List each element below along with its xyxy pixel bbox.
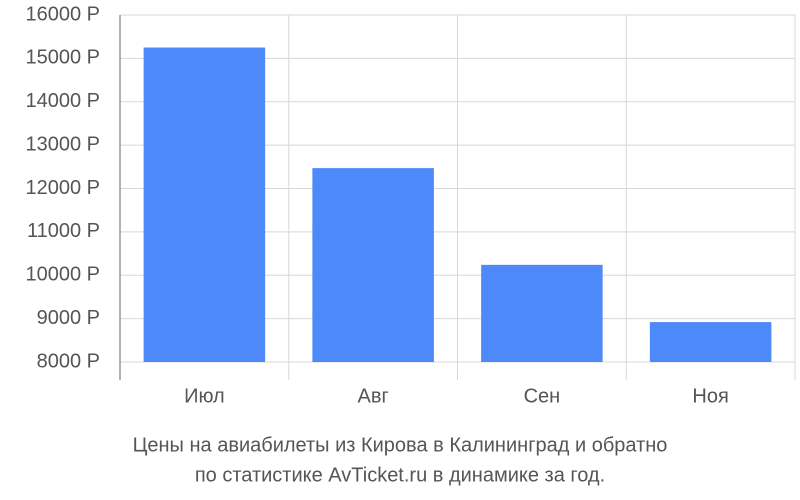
y-tick-label: 16000 Р — [25, 3, 100, 25]
x-tick-label: Сен — [524, 385, 561, 407]
chart-subtitle: по статистике AvTicket.ru в динамике за … — [195, 464, 605, 486]
y-tick-label: 8000 Р — [37, 350, 100, 372]
y-tick-label: 9000 Р — [37, 307, 100, 329]
chart-title: Цены на авиабилеты из Кирова в Калинингр… — [133, 434, 668, 456]
y-tick-label: 11000 Р — [27, 220, 100, 242]
y-tick-label: 10000 Р — [25, 264, 100, 286]
x-tick-label: Июл — [184, 385, 225, 407]
x-tick-label: Авг — [357, 385, 388, 407]
bar — [481, 264, 603, 362]
bar — [649, 322, 772, 362]
y-tick-label: 12000 Р — [25, 177, 100, 199]
y-tick-label: 15000 Р — [25, 47, 100, 69]
y-tick-label: 14000 Р — [25, 90, 100, 112]
y-tick-label: 13000 Р — [25, 133, 100, 155]
x-tick-label: Ноя — [692, 385, 728, 407]
bar — [312, 168, 434, 362]
bar — [143, 47, 266, 362]
